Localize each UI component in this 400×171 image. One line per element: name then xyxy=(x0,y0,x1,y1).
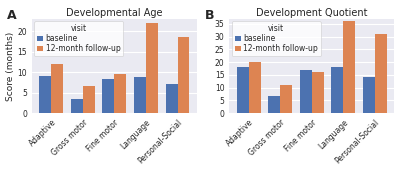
Legend: baseline, 12-month follow-up: baseline, 12-month follow-up xyxy=(34,21,123,56)
Bar xyxy=(114,74,126,113)
Bar xyxy=(343,21,355,113)
Bar xyxy=(268,96,280,113)
Bar xyxy=(39,76,51,113)
Text: A: A xyxy=(7,9,17,22)
Y-axis label: Score (months): Score (months) xyxy=(6,31,14,101)
Bar xyxy=(249,62,261,113)
Bar xyxy=(237,67,249,113)
Bar xyxy=(178,37,190,113)
Bar xyxy=(166,84,178,113)
Legend: baseline, 12-month follow-up: baseline, 12-month follow-up xyxy=(232,21,321,56)
Bar xyxy=(332,67,343,113)
Bar xyxy=(134,77,146,113)
Bar xyxy=(71,99,83,113)
Bar xyxy=(146,23,158,113)
Bar xyxy=(312,72,324,113)
Bar xyxy=(280,85,292,113)
Bar xyxy=(51,64,63,113)
Bar xyxy=(300,70,312,113)
Bar xyxy=(83,86,95,113)
Text: B: B xyxy=(204,9,214,22)
Bar xyxy=(363,77,375,113)
Title: Developmental Age: Developmental Age xyxy=(66,8,163,18)
Title: Development Quotient: Development Quotient xyxy=(256,8,368,18)
Bar xyxy=(102,79,114,113)
Bar xyxy=(375,34,387,113)
